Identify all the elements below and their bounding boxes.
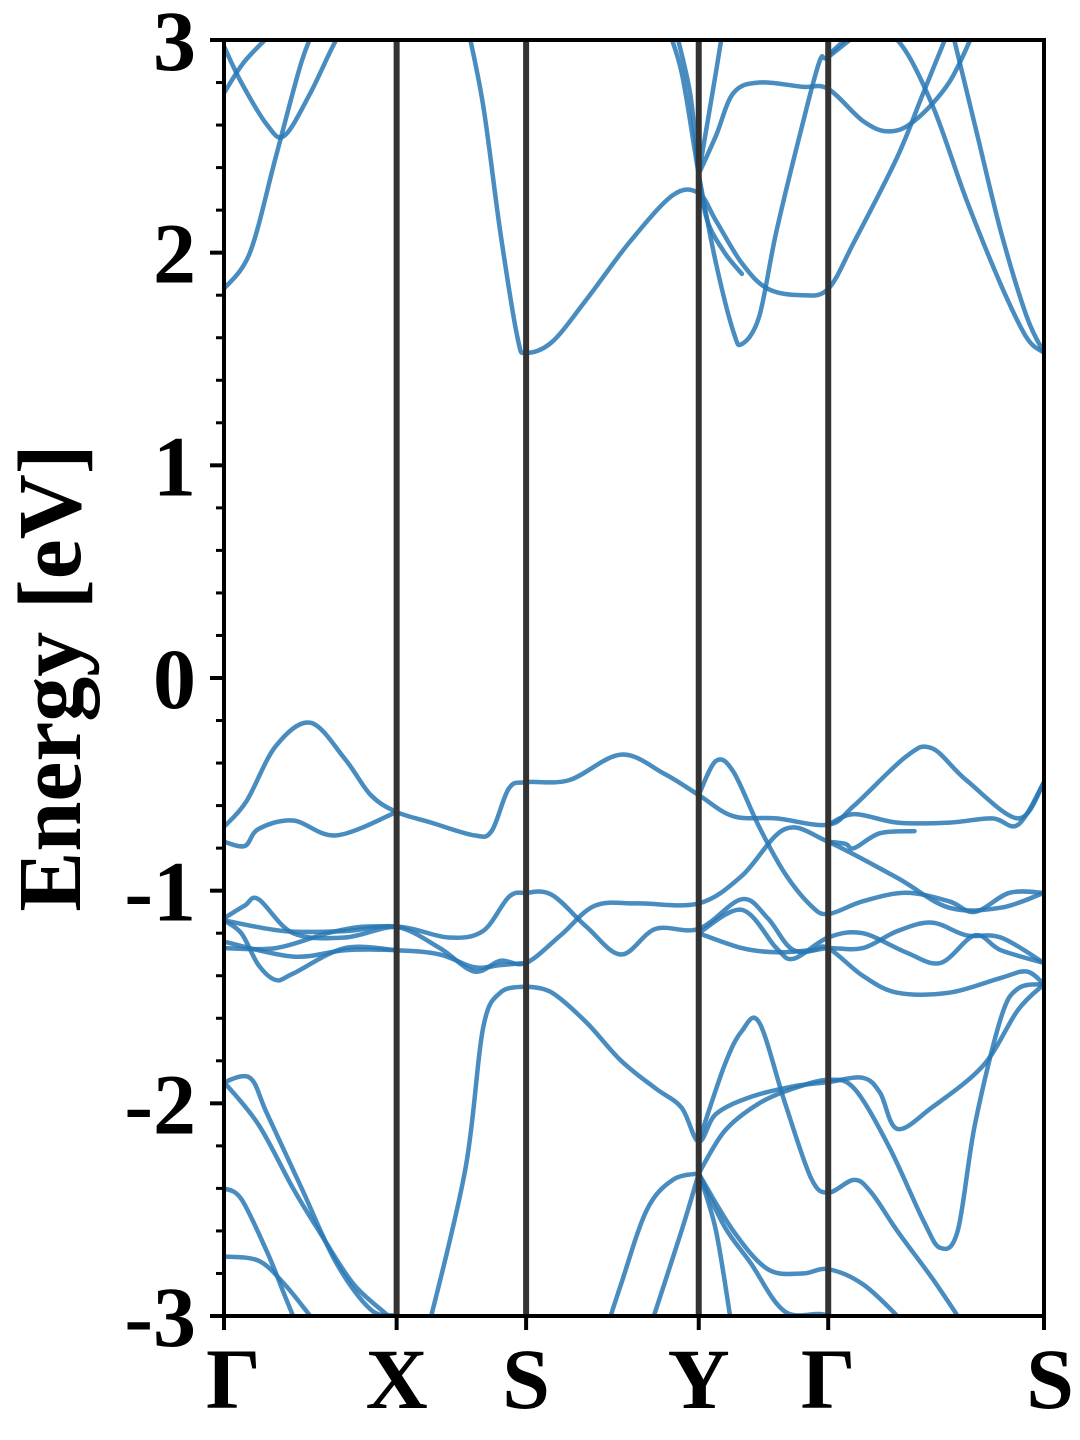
band-line — [825, 828, 917, 851]
band-line — [696, 1171, 733, 1316]
band-line — [224, 40, 339, 140]
k-point-label: Y — [668, 1331, 730, 1427]
band-line — [696, 1015, 960, 1316]
band-line — [825, 779, 1044, 829]
y-axis-label: Energy [eV] — [1, 444, 100, 911]
band-line — [696, 40, 724, 177]
band-line — [675, 40, 745, 277]
y-tick-label: 2 — [153, 206, 196, 302]
band-line — [696, 907, 1044, 966]
y-tick-label: -3 — [124, 1269, 196, 1365]
band-lines — [224, 40, 1044, 1316]
band-line — [224, 939, 529, 970]
band-line — [224, 809, 399, 849]
band-line — [224, 1079, 392, 1316]
band-line — [651, 1171, 701, 1316]
plot-frame — [222, 38, 1046, 1318]
band-line — [224, 40, 312, 292]
band-line — [696, 1171, 901, 1316]
band-line — [224, 40, 269, 96]
y-axis-ticks: -3 -2 -1 0 1 2 3 — [124, 0, 224, 1365]
y-tick-label: 0 — [153, 631, 196, 727]
band-line — [696, 930, 1044, 997]
band-line — [608, 1171, 701, 1316]
band-line — [696, 1171, 833, 1316]
band-line — [224, 720, 1044, 839]
band-line — [825, 40, 1044, 355]
k-point-label: X — [366, 1331, 428, 1427]
y-tick-label: -1 — [124, 844, 196, 940]
band-line — [224, 1073, 405, 1316]
k-point-label: S — [1026, 1331, 1074, 1427]
band-line — [696, 981, 1044, 1252]
band-line — [468, 40, 948, 356]
k-point-label: Γ — [206, 1331, 261, 1427]
band-line — [951, 40, 1044, 355]
band-line — [224, 1254, 314, 1316]
y-tick-label: -2 — [124, 1056, 196, 1152]
band-line — [428, 984, 529, 1316]
band-line — [224, 1186, 296, 1316]
band-line — [523, 981, 1044, 1144]
band-line — [669, 40, 854, 348]
y-tick-label: 3 — [153, 0, 196, 89]
band-line — [224, 889, 1044, 966]
y-tick-label: 1 — [153, 418, 196, 514]
high-symmetry-lines — [393, 40, 832, 1316]
k-point-label: Γ — [801, 1331, 856, 1427]
k-point-label: S — [502, 1331, 550, 1427]
